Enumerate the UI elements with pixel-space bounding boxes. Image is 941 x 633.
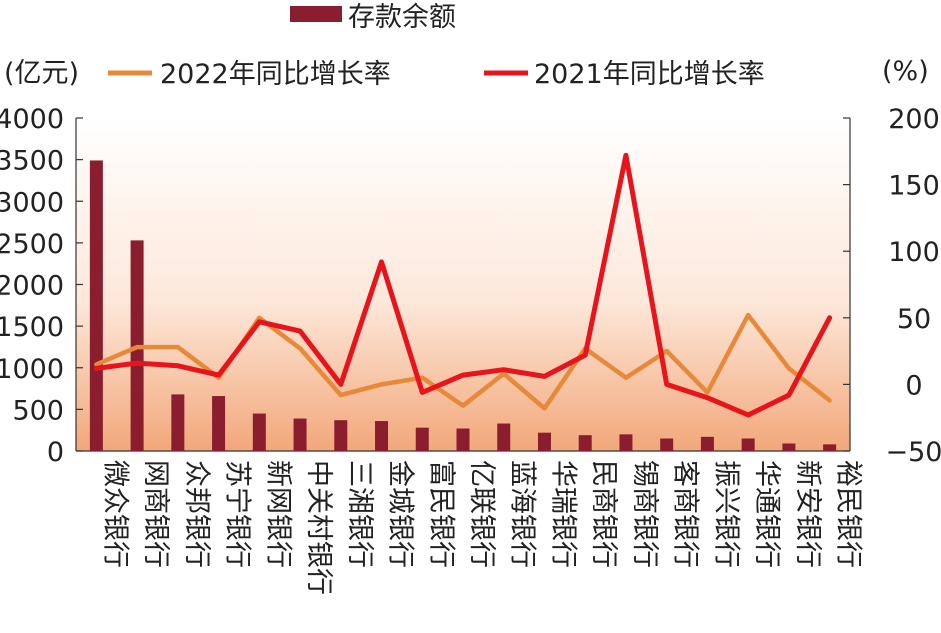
left-tick-label: 500	[12, 395, 64, 426]
right-axis-ticks: −50 0 50 100 150 200	[843, 104, 941, 468]
bar-9	[415, 427, 429, 451]
right-tick-label: 100	[888, 237, 940, 268]
legend: 存款余额 2022年同比增长率 2021年同比增长率	[108, 2, 765, 90]
bar-13	[578, 435, 592, 451]
bar-16	[700, 436, 714, 451]
x-tick-label: 华通银行	[751, 460, 782, 568]
x-tick-label: 富民银行	[425, 460, 456, 568]
x-tick-label: 众邦银行	[181, 460, 212, 568]
plot-area	[76, 118, 850, 451]
x-tick-label: 苏宁银行	[222, 460, 253, 568]
bar-15	[660, 438, 674, 451]
left-tick-label: 2500	[0, 229, 64, 260]
bar-1	[89, 160, 103, 451]
legend-bar-label: 存款余额	[348, 2, 456, 33]
right-axis-unit: (%)	[882, 56, 929, 87]
legend-bar-swatch	[290, 6, 342, 22]
left-axis-ticks: 0 500 1000 1500 2000 2500 3000 3500 4000	[0, 104, 83, 468]
bar-11	[497, 423, 511, 451]
bar-8	[375, 421, 389, 451]
x-tick-label: 民商银行	[588, 460, 619, 568]
line-series	[93, 152, 833, 418]
x-tick-label: 新安银行	[792, 460, 823, 568]
x-tick-label: 微众银行	[99, 460, 130, 568]
left-axis-unit: (亿元)	[4, 58, 79, 89]
left-tick-label: 1000	[0, 354, 64, 385]
bar-5	[252, 413, 266, 451]
x-tick-label: 新网银行	[262, 460, 293, 568]
x-tick-label: 网商银行	[140, 460, 171, 568]
bar-6	[293, 418, 307, 451]
right-tick-label: 200	[888, 104, 940, 135]
bar-17	[741, 438, 755, 451]
x-tick-label: 客商银行	[670, 460, 701, 568]
bar-7	[334, 420, 348, 451]
x-tick-label: 裕民银行	[833, 460, 864, 568]
left-tick-label: 3500	[0, 146, 64, 177]
x-axis-labels: 微众银行 网商银行 众邦银行 苏宁银行 新网银行 中关村银行 三湘银行 金城银行 富民银行 亿联银…	[99, 460, 863, 595]
x-tick-label: 华瑞银行	[547, 460, 578, 568]
x-tick-label: 振兴银行	[710, 460, 741, 568]
bar-14	[619, 434, 633, 451]
bar-10	[456, 428, 470, 451]
right-tick-label: −50	[886, 437, 941, 468]
bar-12	[537, 432, 551, 451]
x-tick-label: 锡商银行	[629, 460, 660, 568]
bar-series	[89, 160, 837, 451]
x-tick-label: 亿联银行	[466, 460, 497, 568]
left-tick-label: 0	[47, 437, 64, 468]
bar-3	[171, 394, 185, 451]
x-tick-label: 三湘银行	[344, 460, 375, 568]
x-tick-label: 蓝海银行	[507, 460, 538, 568]
left-tick-label: 2000	[0, 271, 64, 302]
bar-4	[212, 396, 226, 451]
left-tick-label: 1500	[0, 312, 64, 343]
right-tick-label: 0	[905, 370, 922, 401]
line-series-2022	[94, 312, 832, 411]
legend-line-2022-label: 2022年同比增长率	[160, 59, 391, 90]
x-tick-label: 中关村银行	[303, 460, 334, 595]
x-tick-label: 金城银行	[385, 460, 416, 568]
left-tick-label: 3000	[0, 187, 64, 218]
bar-19	[823, 444, 837, 451]
left-tick-label: 4000	[0, 104, 64, 135]
right-tick-label: 50	[897, 304, 931, 335]
right-tick-label: 150	[888, 171, 940, 202]
bar-18	[782, 443, 796, 451]
legend-line-2021-label: 2021年同比增长率	[534, 59, 765, 90]
line-series-2021	[93, 152, 833, 418]
